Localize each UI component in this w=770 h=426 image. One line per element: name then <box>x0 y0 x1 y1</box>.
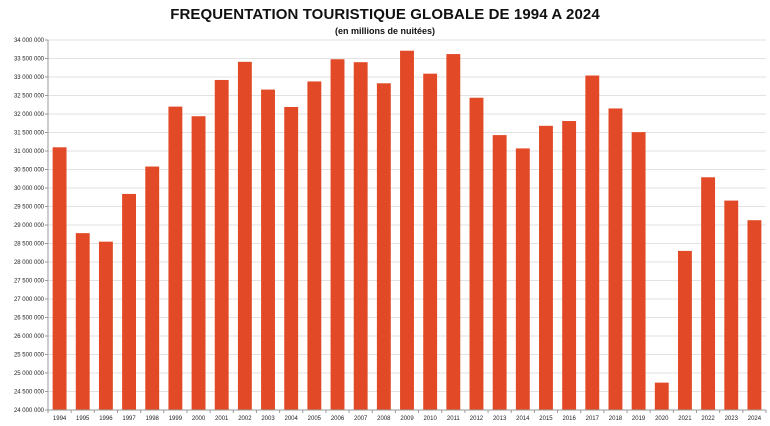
bar-1998 <box>145 166 160 410</box>
y-tick-label: 30 500 000 <box>14 168 45 174</box>
y-tick-label: 32 500 000 <box>14 94 45 100</box>
x-tick-label: 2018 <box>609 416 623 422</box>
x-tick-label: 2011 <box>447 416 461 422</box>
x-tick-label: 2023 <box>725 416 739 422</box>
bar-2014 <box>515 148 530 410</box>
x-tick-label: 2017 <box>586 416 600 422</box>
y-tick-label: 32 000 000 <box>14 112 45 118</box>
x-tick-label: 2010 <box>423 416 437 422</box>
x-tick-label: 2022 <box>701 416 715 422</box>
x-tick-label: 2012 <box>470 416 484 422</box>
bar-2011 <box>446 54 461 411</box>
y-tick-label: 31 000 000 <box>14 149 45 155</box>
bar-1996 <box>98 241 113 410</box>
x-tick-label: 2009 <box>400 416 414 422</box>
y-tick-label: 30 000 000 <box>14 186 45 192</box>
bar-2005 <box>307 81 322 410</box>
bar-1995 <box>75 233 90 410</box>
x-axis-tick-labels: 1994 1995 1996 1997 1998 1999 2000 2001 2002 2003… <box>53 416 762 422</box>
chart-subtitle: (en millions de nuitées) <box>334 26 435 36</box>
bar-2010 <box>423 73 438 411</box>
y-tick-label: 28 500 000 <box>14 242 45 248</box>
x-tick-label: 1999 <box>169 416 183 422</box>
x-tick-label: 2000 <box>192 416 206 422</box>
x-tick-label: 2001 <box>215 416 229 422</box>
x-tick-label: 1997 <box>122 416 136 422</box>
x-tick-label: 2015 <box>539 416 553 422</box>
bar-2017 <box>585 75 600 411</box>
y-tick-label: 26 000 000 <box>14 334 45 340</box>
x-tick-label: 2002 <box>238 416 252 422</box>
y-tick-label: 29 500 000 <box>14 205 45 211</box>
y-tick-label: 33 000 000 <box>14 75 45 81</box>
x-tick-label: 2020 <box>655 416 669 422</box>
y-tick-label: 34 000 000 <box>14 38 45 44</box>
x-tick-label: 2019 <box>632 416 646 422</box>
bar-2024 <box>747 220 762 410</box>
bar-1997 <box>122 193 137 410</box>
x-tick-label: 2013 <box>493 416 507 422</box>
bar-2000 <box>191 116 206 410</box>
y-tick-label: 25 500 000 <box>14 353 45 359</box>
x-tick-label: 1998 <box>146 416 160 422</box>
y-tick-label: 31 500 000 <box>14 131 45 137</box>
y-tick-label: 27 000 000 <box>14 297 45 303</box>
x-tick-label: 2021 <box>678 416 692 422</box>
y-axis-tick-labels: 24 000 000 24 500 000 25 000 000 25 500 000… <box>14 38 45 414</box>
y-tick-label: 28 000 000 <box>14 260 45 266</box>
y-tick-label: 24 000 000 <box>14 408 45 414</box>
bar-2009 <box>400 50 414 410</box>
bar-2023 <box>724 200 739 410</box>
y-tick-label: 26 500 000 <box>14 316 45 322</box>
bar-2021 <box>677 250 692 410</box>
chart-title: FREQUENTATION TOURISTIQUE GLOBALE DE 199… <box>170 6 600 23</box>
bar-2001 <box>214 79 229 411</box>
y-tick-label: 29 000 000 <box>14 223 45 229</box>
x-tick-label: 1995 <box>76 416 90 422</box>
x-tick-label: 2004 <box>285 416 299 422</box>
x-tick-label: 2008 <box>377 416 391 422</box>
bar-2019 <box>631 132 646 410</box>
y-tick-label: 27 500 000 <box>14 279 45 285</box>
bar-2018 <box>608 108 623 410</box>
bar-2008 <box>376 83 391 410</box>
x-tick-label: 2024 <box>748 416 762 422</box>
bar-2006 <box>330 59 345 411</box>
bar-1999 <box>168 106 183 410</box>
bars <box>52 50 762 411</box>
y-tick-label: 24 500 000 <box>14 390 45 396</box>
axes <box>45 39 767 413</box>
x-tick-label: 1994 <box>53 416 67 422</box>
x-tick-label: 2003 <box>261 416 275 422</box>
bar-2002 <box>237 61 252 410</box>
bar-2020 <box>654 382 669 410</box>
bar-2007 <box>353 62 368 410</box>
bar-2012 <box>469 97 484 410</box>
x-tick-label: 2016 <box>562 416 576 422</box>
bar-2013 <box>492 135 507 410</box>
x-tick-label: 1996 <box>99 416 113 422</box>
bar-2003 <box>261 89 275 410</box>
bar-2022 <box>701 177 716 410</box>
bar-2016 <box>562 121 577 410</box>
x-tick-label: 2005 <box>308 416 322 422</box>
x-tick-label: 2006 <box>331 416 345 422</box>
x-tick-label: 2007 <box>354 416 368 422</box>
bar-1994 <box>52 147 67 411</box>
y-tick-label: 33 500 000 <box>14 57 45 63</box>
bar-2015 <box>539 125 553 410</box>
bar-2004 <box>284 106 299 410</box>
y-tick-label: 25 000 000 <box>14 371 45 377</box>
x-tick-label: 2014 <box>516 416 530 422</box>
